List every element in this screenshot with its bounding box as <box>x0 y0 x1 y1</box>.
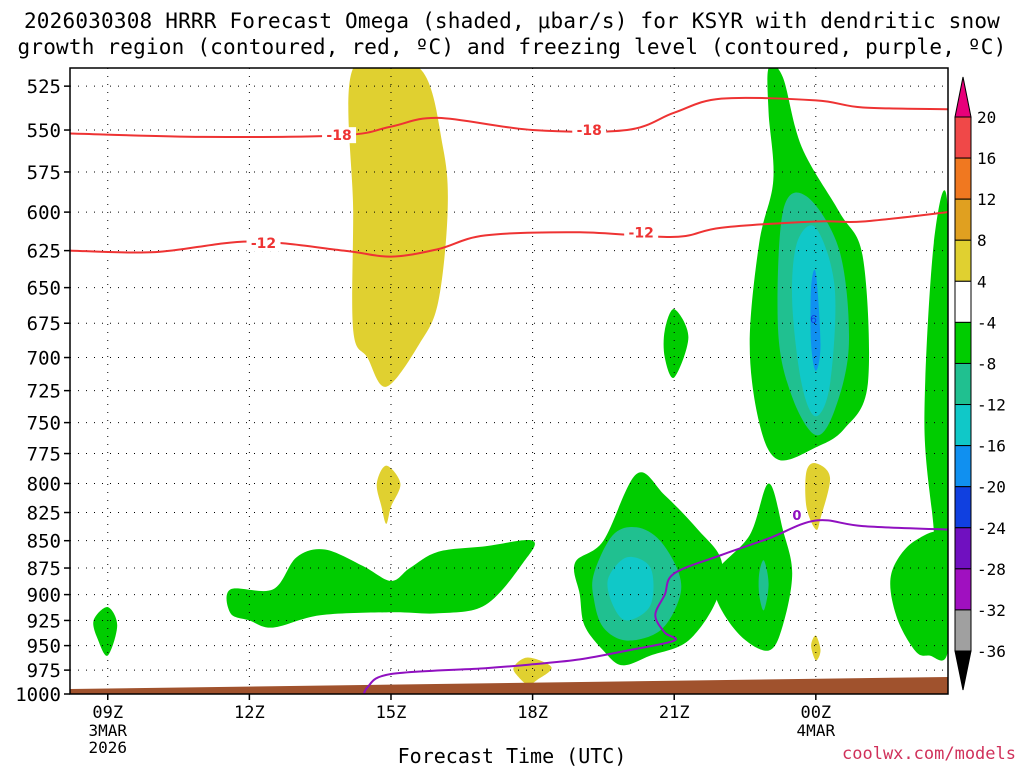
colorbar-label--8: -8 <box>977 354 996 373</box>
colorbar-label-20: 20 <box>977 108 996 127</box>
y-tick-label-825: 825 <box>27 503 61 525</box>
omega-center-label: 6 <box>810 313 817 326</box>
freezing-level-contour <box>362 519 948 694</box>
colorbar-label--24: -24 <box>977 519 1006 538</box>
y-tick-label-850: 850 <box>27 531 61 553</box>
omega-rising-area-00z-950 <box>811 635 821 661</box>
dgz-contour--12 <box>70 211 948 258</box>
colorbar-label-8: 8 <box>977 231 987 250</box>
colorbar-label--36: -36 <box>977 642 1006 661</box>
y-tick-label-650: 650 <box>27 278 61 300</box>
colorbar-swatch <box>954 321 972 364</box>
colorbar-swatch <box>954 404 972 447</box>
omega-rising-area-top <box>348 68 448 387</box>
omega-peak-sinking-00z <box>810 269 821 371</box>
omega-sinking-area-right-low <box>890 531 948 661</box>
ground-surface <box>70 677 948 694</box>
x-tick-label-15Z: 15Z <box>376 703 407 723</box>
omega-rising-area-800 <box>376 465 401 524</box>
colorbar-label--20: -20 <box>977 478 1006 497</box>
y-tick-label-975: 975 <box>27 660 61 682</box>
y-tick-label-750: 750 <box>27 413 61 435</box>
colorbar-label--12: -12 <box>977 396 1006 415</box>
y-tick-label-575: 575 <box>27 162 61 184</box>
colorbar-swatch <box>954 280 972 323</box>
plot-frame <box>69 67 949 695</box>
dgz-contour--18 <box>70 96 948 138</box>
omega-sinking-area-right <box>914 190 948 565</box>
omega-sinking-area-00z-lower <box>713 483 793 651</box>
colorbar-top-arrow <box>954 76 972 118</box>
colorbar-swatch <box>954 486 972 529</box>
colorbar-label--16: -16 <box>977 437 1006 456</box>
y-tick-label-600: 600 <box>27 202 61 224</box>
omega-sinking-area-21z-upper <box>663 309 689 378</box>
contour-label-bg <box>322 127 357 144</box>
y-tick-label-625: 625 <box>27 241 61 263</box>
colorbar-swatch <box>954 362 972 406</box>
x-axis-title: Forecast Time (UTC) <box>397 744 627 768</box>
colorbar-label-16: 16 <box>977 149 996 168</box>
colorbar-label--28: -28 <box>977 560 1006 579</box>
dgz-contour-label: -18 <box>326 128 351 144</box>
colorbar-label--4: -4 <box>977 313 996 332</box>
x-tick-label-09Z: 09Z <box>92 703 123 723</box>
y-tick-label-1000: 1000 <box>15 684 61 706</box>
colorbar-label-12: 12 <box>977 190 996 209</box>
chart-title-line-2: growth region (contoured, red, ºC) and f… <box>17 35 1007 59</box>
contour-label-bg <box>246 235 281 252</box>
x-tick-label-21Z: 21Z <box>659 703 690 723</box>
colorbar-swatch <box>954 198 972 241</box>
y-tick-label-875: 875 <box>27 558 61 580</box>
y-tick-label-725: 725 <box>27 381 61 403</box>
contour-label-bg <box>624 224 659 241</box>
colorbar-bottom-arrow <box>954 650 972 691</box>
freezing-level-label: 0 <box>792 509 801 524</box>
colorbar-swatch <box>954 609 972 652</box>
y-tick-label-550: 550 <box>27 120 61 142</box>
colorbar-swatch <box>954 239 972 282</box>
x-tick-label-18Z: 18Z <box>517 703 548 723</box>
site-credit: coolwx.com/models <box>842 744 1016 764</box>
omega-narrow-sinking-22z <box>758 560 769 611</box>
colorbar-swatch <box>954 527 972 570</box>
x-tick-label-12Z: 12Z <box>234 703 265 723</box>
omega-sinking-area-885 <box>226 540 535 628</box>
contour-label-bg <box>572 122 607 139</box>
dgz-contour-label: -12 <box>629 225 654 241</box>
y-tick-label-675: 675 <box>27 313 61 335</box>
omega-sinking-area-09z <box>93 607 118 656</box>
y-tick-label-950: 950 <box>27 636 61 658</box>
dgz-contour-label: -12 <box>251 236 276 252</box>
x-tick-date-label: 4MAR <box>797 721 836 740</box>
y-tick-label-900: 900 <box>27 585 61 607</box>
omega-strongest-sinking-870 <box>607 556 654 621</box>
x-tick-year-label: 2026 <box>88 738 127 757</box>
colorbar-swatch <box>954 157 972 200</box>
colorbar-swatch <box>954 445 972 488</box>
omega-rising-area-00z-800 <box>805 462 831 530</box>
y-tick-label-800: 800 <box>27 473 61 495</box>
y-tick-label-775: 775 <box>27 444 61 466</box>
colorbar-label--32: -32 <box>977 601 1006 620</box>
y-tick-label-525: 525 <box>27 76 61 98</box>
colorbar-swatch <box>954 116 972 159</box>
y-tick-label-700: 700 <box>27 348 61 370</box>
y-tick-label-925: 925 <box>27 610 61 632</box>
colorbar-label-4: 4 <box>977 272 987 291</box>
dgz-contour-label: -18 <box>577 123 602 139</box>
chart-title-line-1: 2026030308 HRRR Forecast Omega (shaded, … <box>23 9 1001 33</box>
x-tick-label-00Z: 00Z <box>800 703 831 723</box>
colorbar-swatch <box>954 568 972 611</box>
x-tick-date-label: 3MAR <box>88 721 127 740</box>
